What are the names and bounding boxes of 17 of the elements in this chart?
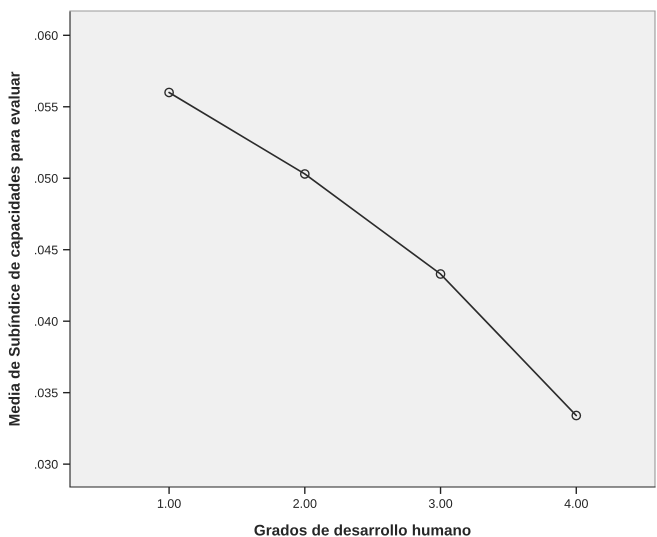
x-axis-title: Grados de desarrollo humano <box>254 524 471 536</box>
y-tick-label: .045 <box>35 246 58 254</box>
y-axis-title: Media de Subíndice de capacidades para evaluar <box>8 72 23 426</box>
y-tick-label: .030 <box>35 460 58 469</box>
x-tick-label: 3.00 <box>428 499 452 508</box>
x-tick-label: 1.00 <box>158 499 181 508</box>
y-tick-label: .060 <box>35 31 58 40</box>
point <box>436 269 446 279</box>
y-tick-label: .040 <box>35 316 58 326</box>
point <box>300 169 310 179</box>
x-tick-label: 2.00 <box>293 499 316 508</box>
x-tick-label: 4.00 <box>564 499 588 508</box>
y-tick-label: .050 <box>35 174 58 183</box>
y-tick-label: .035 <box>35 388 58 398</box>
y-tick-label: .055 <box>35 102 58 112</box>
point <box>164 88 174 98</box>
point <box>571 410 582 420</box>
